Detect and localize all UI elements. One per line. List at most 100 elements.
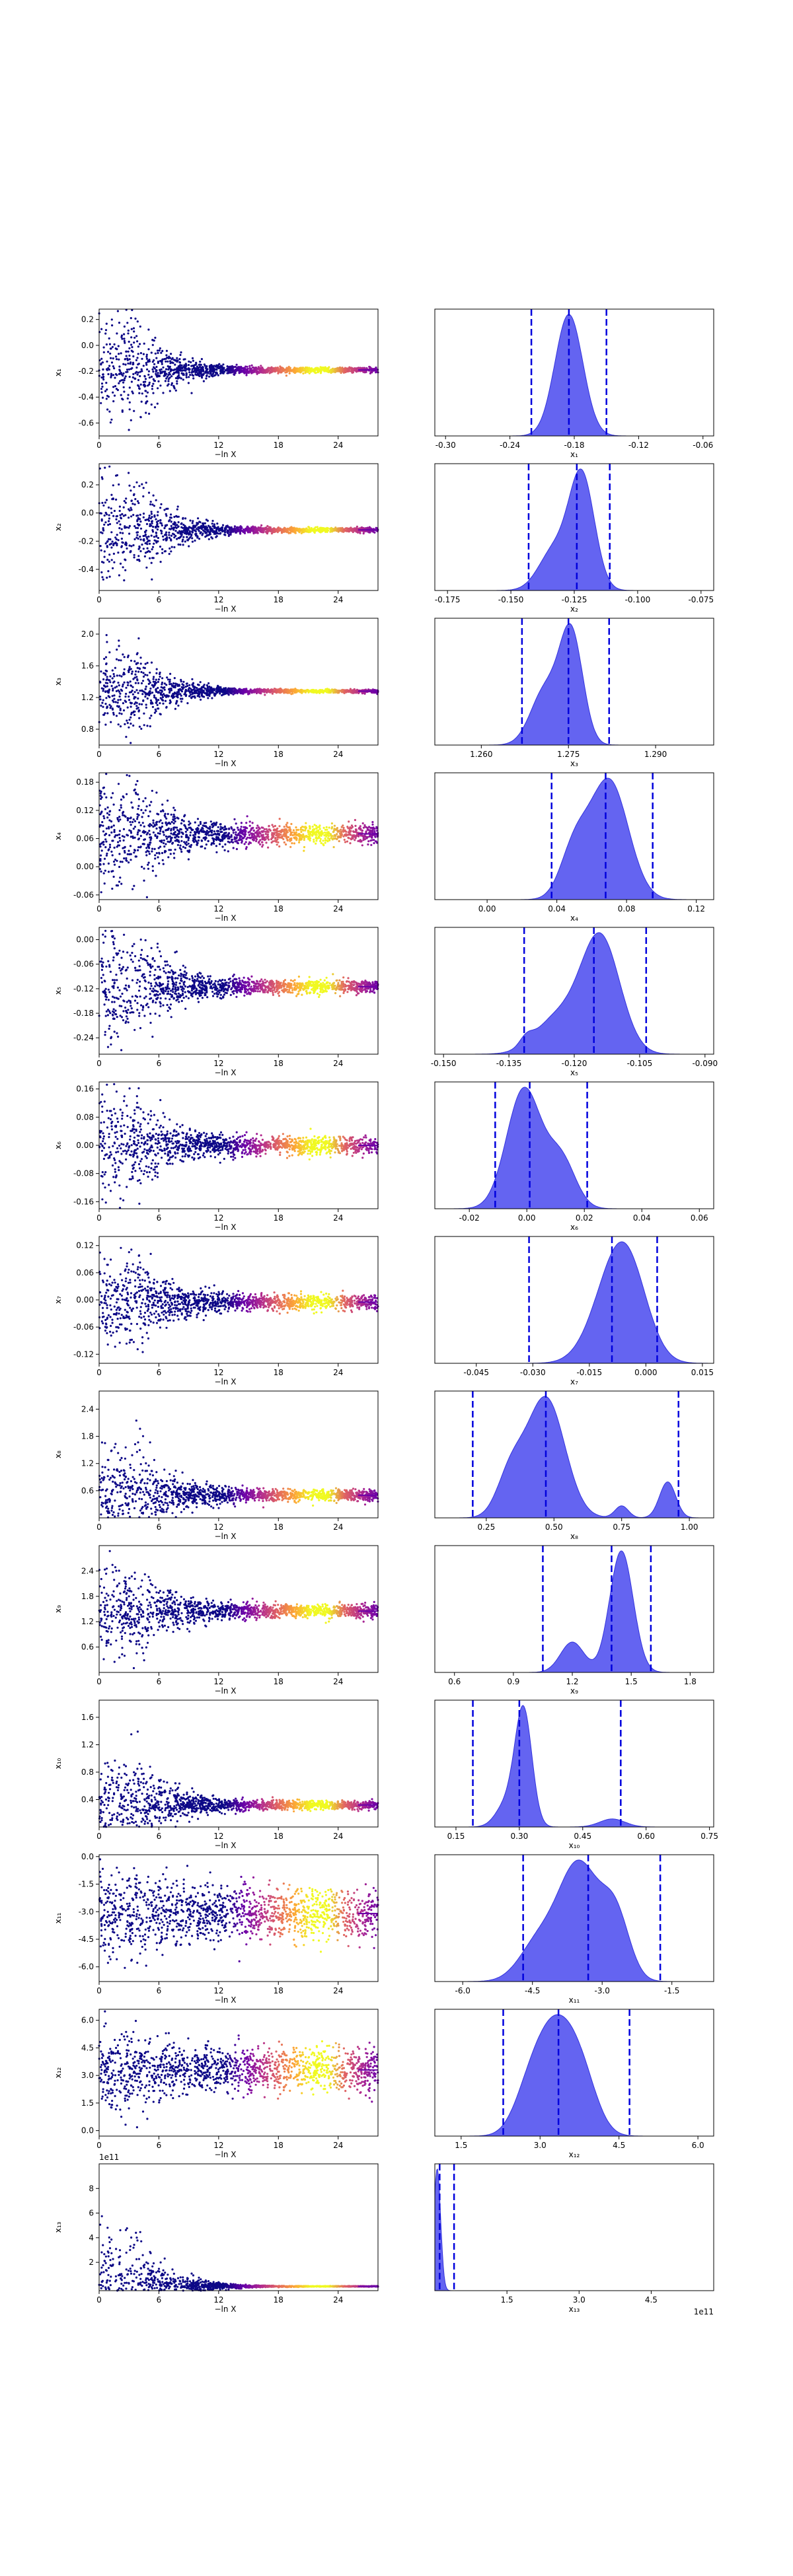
- scatter-point: [101, 501, 104, 505]
- scatter-point: [291, 842, 293, 845]
- scatter-point: [106, 682, 109, 684]
- scatter-point: [128, 861, 130, 864]
- scatter-point: [111, 840, 114, 842]
- scatter-point: [130, 723, 132, 725]
- scatter-point: [155, 518, 157, 520]
- x-tick-label: 12: [213, 441, 223, 450]
- scatter-point: [155, 672, 158, 674]
- scatter-point: [229, 687, 231, 690]
- scatter-point: [222, 372, 225, 375]
- scatter-point: [295, 529, 297, 532]
- scatter-point: [156, 375, 159, 378]
- scatter-point: [344, 371, 347, 374]
- scatter-point: [122, 375, 124, 377]
- scatter-point: [117, 552, 120, 554]
- scatter-point: [101, 396, 104, 399]
- scatter-point: [209, 529, 212, 532]
- scatter-point: [106, 706, 108, 709]
- scatter-point: [165, 829, 167, 832]
- scatter-point: [322, 843, 324, 845]
- scatter-point: [159, 713, 161, 715]
- scatter-point: [172, 532, 174, 535]
- scatter-point: [100, 571, 103, 574]
- scatter-point: [320, 368, 322, 371]
- scatter-point: [104, 542, 107, 545]
- scatter-point: [102, 815, 105, 818]
- scatter-point: [150, 403, 153, 406]
- scatter-point: [121, 513, 124, 516]
- scatter-point: [352, 367, 355, 370]
- scatter-point: [113, 675, 116, 678]
- scatter-point: [142, 495, 145, 498]
- scatter-point: [132, 693, 134, 696]
- scatter-point: [223, 849, 226, 851]
- scatter-point: [278, 369, 281, 371]
- scatter-point: [106, 360, 108, 363]
- scatter-point: [177, 693, 180, 696]
- scatter-point: [359, 825, 361, 828]
- scatter-point: [153, 359, 155, 362]
- scatter-point: [151, 522, 153, 524]
- y-tick-label: -0.2: [79, 536, 94, 546]
- scatter-point: [329, 690, 332, 693]
- scatter-point: [294, 368, 297, 371]
- scatter-point: [148, 381, 151, 384]
- scatter-point: [105, 633, 108, 637]
- scatter-point: [139, 325, 141, 328]
- scatter-point: [113, 863, 116, 866]
- scatter-point: [356, 688, 358, 691]
- scatter-point: [117, 723, 120, 726]
- scatter-point: [169, 528, 172, 530]
- scatter-point: [287, 532, 290, 534]
- scatter-point: [118, 712, 121, 715]
- scatter-point: [157, 372, 159, 375]
- scatter-point: [134, 682, 137, 684]
- scatter-point: [149, 503, 152, 506]
- scatter-point: [233, 687, 235, 690]
- scatter-point: [137, 363, 140, 365]
- scatter-point: [342, 826, 345, 829]
- scatter-point: [268, 372, 271, 375]
- scatter-point: [147, 682, 150, 685]
- scatter-point: [156, 528, 159, 531]
- scatter-point: [163, 509, 166, 511]
- scatter-point: [111, 669, 114, 672]
- scatter-point: [151, 578, 153, 581]
- scatter-point: [232, 847, 235, 849]
- scatter-point: [322, 369, 324, 371]
- scatter-point: [102, 373, 104, 376]
- scatter-point: [182, 358, 185, 361]
- y-axis-label: x₃: [54, 678, 63, 686]
- scatter-point: [141, 816, 143, 818]
- scatter-point: [108, 343, 111, 345]
- scatter-point: [103, 882, 106, 885]
- scatter-point: [148, 412, 151, 415]
- scatter-point: [324, 369, 326, 371]
- scatter-point: [325, 528, 328, 530]
- scatter-point: [147, 535, 150, 538]
- scatter-point: [245, 841, 247, 843]
- scatter-point: [219, 372, 222, 375]
- x-tick-label: 24: [333, 595, 343, 604]
- scatter-point: [284, 371, 287, 374]
- scatter-point: [134, 377, 137, 380]
- scatter-point: [131, 308, 133, 311]
- scatter-point: [165, 513, 167, 515]
- scatter-point: [147, 370, 150, 373]
- trace-axes-frame: [98, 308, 379, 437]
- scatter-point: [170, 546, 173, 548]
- scatter-point: [133, 330, 135, 333]
- scatter-point: [136, 357, 139, 359]
- scatter-point: [121, 685, 124, 688]
- scatter-point: [134, 498, 137, 501]
- scatter-point: [112, 688, 114, 690]
- x-axis-label: −ln X: [214, 450, 236, 459]
- scatter-point: [137, 371, 139, 374]
- scatter-point: [290, 529, 293, 532]
- scatter-point: [109, 538, 112, 541]
- scatter-point: [118, 830, 121, 832]
- scatter-point: [130, 672, 133, 675]
- x-tick-label: 18: [274, 441, 283, 450]
- scatter-point: [108, 543, 111, 546]
